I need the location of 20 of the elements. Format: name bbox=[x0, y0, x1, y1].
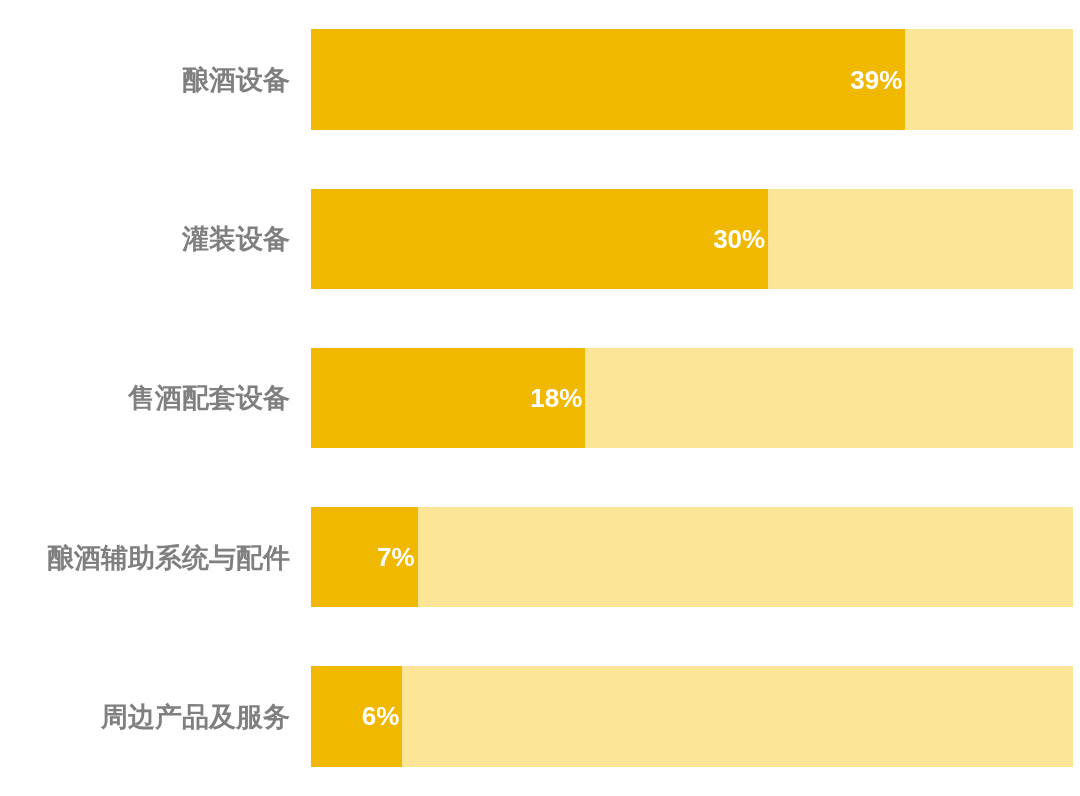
bar bbox=[311, 347, 586, 449]
data-label: 30% bbox=[713, 223, 766, 254]
bar bbox=[768, 188, 1073, 289]
y-tick-label: 酿酒设备 bbox=[182, 64, 290, 96]
y-tick-label: 酿酒辅助系统与配件 bbox=[47, 541, 290, 573]
bar bbox=[311, 188, 769, 289]
bar bbox=[905, 29, 1073, 130]
bar bbox=[417, 507, 1073, 608]
bar bbox=[402, 666, 1073, 767]
data-label: 6% bbox=[361, 701, 400, 732]
y-tick-label: 售酒配套设备 bbox=[127, 382, 290, 414]
data-label: 7% bbox=[377, 542, 415, 573]
y-tick-label: 灌装设备 bbox=[181, 223, 290, 255]
data-label: 39% bbox=[850, 64, 903, 95]
bar bbox=[311, 507, 418, 608]
bar bbox=[585, 347, 1073, 449]
bar bbox=[311, 666, 403, 767]
data-label: 18% bbox=[530, 383, 583, 413]
bar bbox=[311, 29, 906, 130]
y-tick-label: 周边产品及服务 bbox=[100, 700, 290, 732]
